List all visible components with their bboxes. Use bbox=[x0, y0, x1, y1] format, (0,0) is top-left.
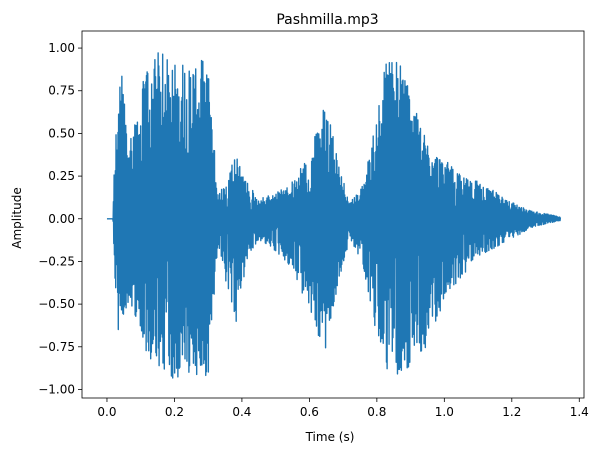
x-tick-label: 0.6 bbox=[300, 405, 319, 419]
y-tick-label: −0.50 bbox=[38, 297, 75, 311]
y-tick-label: −0.75 bbox=[38, 340, 75, 354]
x-tick-label: 0.4 bbox=[232, 405, 251, 419]
y-tick-label: 0.75 bbox=[48, 84, 75, 98]
axes: 0.0 0.2 0.4 0.6 0.8 1.0 1.2 1.4 1.00 0.75 0.50 0.25… bbox=[38, 30, 589, 419]
waveform-series-0 bbox=[106, 52, 562, 379]
y-tick-label: 0.50 bbox=[48, 126, 75, 140]
x-tick-label: 1.4 bbox=[570, 405, 589, 419]
x-axis-title: Time (s) bbox=[305, 430, 355, 444]
x-tick-label: 0.0 bbox=[97, 405, 116, 419]
x-tick-label: 1.0 bbox=[435, 405, 454, 419]
axes-frame bbox=[81, 30, 585, 399]
x-tick-label: 1.2 bbox=[502, 405, 521, 419]
plot-area bbox=[106, 52, 562, 379]
y-tick-label: 0.00 bbox=[48, 212, 75, 226]
y-axis-title: Amplitude bbox=[10, 187, 24, 249]
chart-title: Pashmilla.mp3 bbox=[276, 12, 378, 28]
y-tick-label: −1.00 bbox=[38, 382, 75, 396]
x-tick-label: 0.2 bbox=[165, 405, 184, 419]
y-tick-label: 0.25 bbox=[48, 169, 75, 183]
y-tick-label: 1.00 bbox=[48, 41, 75, 55]
x-tick-label: 0.8 bbox=[367, 405, 386, 419]
y-tick-label: −0.25 bbox=[38, 254, 75, 268]
